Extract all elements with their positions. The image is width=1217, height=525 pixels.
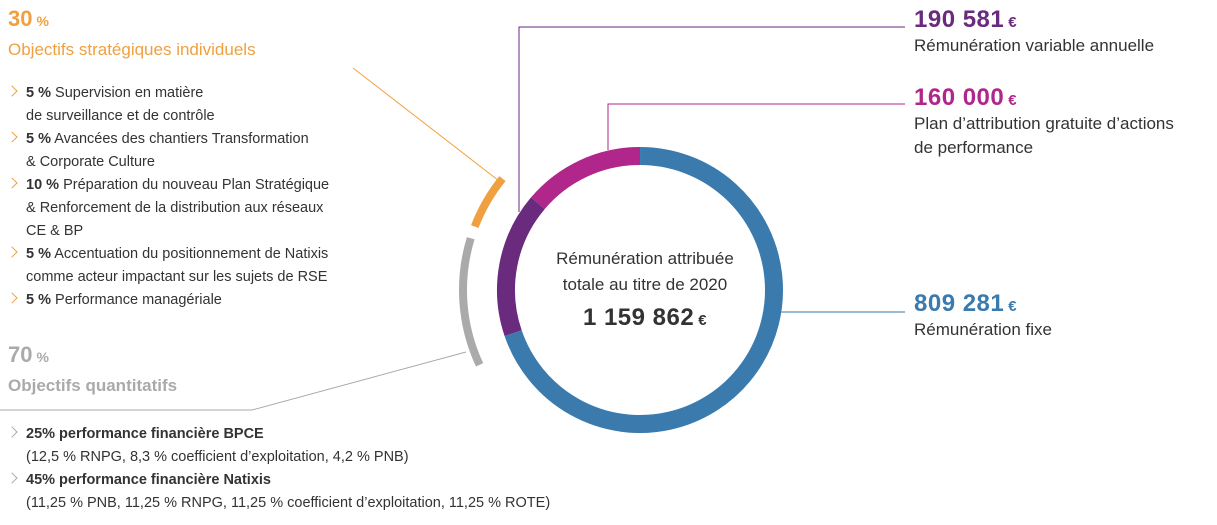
item-line: 5 % Avancées des chantiers Transformatio…: [8, 128, 309, 151]
center-label: Rémunération attribuée totale au titre d…: [535, 246, 755, 332]
donut-segment: [504, 147, 783, 433]
amount: 190 581 €: [914, 6, 1194, 34]
legend-entry: 160 000 € Plan d’attribution gratuite d’ac…: [914, 84, 1194, 160]
connector: [518, 26, 905, 212]
item-text: comme acteur impactant sur les sujets de…: [26, 269, 328, 285]
item-text: Avancées des chantiers Transformation: [54, 131, 309, 147]
item-text: de surveillance et de contrôle: [26, 108, 215, 124]
legend-label: Rémunération fixe: [914, 320, 1052, 339]
item-bold: 5 %: [26, 85, 51, 101]
currency: €: [1008, 92, 1018, 109]
objective-arc: [459, 237, 484, 367]
item-text: (12,5 % RNPG, 8,3 % coefficient d’exploi…: [26, 449, 409, 465]
objective-item: 5 % Supervision en matière de surveillanc…: [6, 82, 215, 128]
item-bold: 5 %: [26, 292, 51, 308]
objective-item: 5 % Accentuation du positionnement de Na…: [6, 243, 328, 289]
connector: [0, 351, 467, 411]
legend-label: Rémunération variable annuelle: [914, 36, 1155, 55]
total-value: 1 159 862: [582, 304, 695, 331]
objective-arc: [471, 176, 506, 229]
currency: €: [1008, 298, 1018, 315]
legend-entry: 809 281 € Rémunération fixe: [914, 290, 1194, 342]
objective-title: Objectifs quantitatifs: [8, 376, 178, 395]
connector: [352, 67, 504, 185]
item-text: Performance managériale: [55, 292, 222, 308]
donut-segment: [531, 147, 641, 210]
value-label: 190 581: [914, 6, 1005, 33]
item-bold: 5 %: [26, 246, 51, 262]
percent-value: 30: [8, 6, 33, 31]
amount: 809 281 €: [914, 290, 1194, 318]
connector: [607, 103, 905, 150]
objective-percent: 30%: [8, 6, 49, 32]
item-line: 10 % Préparation du nouveau Plan Stratég…: [8, 174, 329, 197]
donut-segment: [497, 197, 545, 337]
objective-percent: 70%: [8, 342, 49, 368]
item-text: & Corporate Culture: [26, 154, 155, 170]
objective-item: 5 % Avancées des chantiers Transformatio…: [6, 128, 309, 174]
item-text: & Renforcement de la distribution aux ré…: [26, 200, 324, 216]
percent-unit: %: [36, 349, 49, 365]
center-text: Rémunération attribuée totale au titre d…: [556, 249, 734, 294]
currency: €: [1008, 14, 1018, 31]
item-bold: 10 %: [26, 177, 60, 193]
item-bold: 5 %: [26, 131, 51, 147]
objective-item: 10 % Préparation du nouveau Plan Stratég…: [6, 174, 329, 243]
amount: 160 000 €: [914, 84, 1194, 112]
item-text: CE & BP: [26, 223, 84, 239]
legend-label: Plan d’attribution gratuite d’actions de…: [914, 114, 1174, 157]
item-line: 5 % Supervision en matière: [8, 82, 215, 105]
objective-title: Objectifs stratégiques individuels: [8, 40, 256, 59]
total: 1 159 862 €: [535, 304, 755, 332]
item-bold: 25% performance financière BPCE: [26, 426, 264, 442]
item-text: Préparation du nouveau Plan Stratégique: [63, 177, 330, 193]
item-text: Accentuation du positionnement de Natixi…: [54, 246, 329, 262]
item-bold: 45% performance financière Natixis: [26, 472, 271, 488]
item-text: Supervision en matière: [55, 85, 204, 101]
currency: €: [698, 312, 708, 329]
objective-item: 5 % Performance managériale: [6, 289, 222, 312]
item-text: (11,25 % PNB, 11,25 % RNPG, 11,25 % coef…: [26, 495, 551, 511]
objective-item: 45% performance financière Natixis (11,25…: [6, 469, 551, 515]
objective-item: 25% performance financière BPCE (12,5 % R…: [6, 423, 409, 469]
item-line: 5 % Accentuation du positionnement de Na…: [8, 243, 328, 266]
legend-entry: 190 581 € Rémunération variable annuelle: [914, 6, 1194, 58]
item-line: 45% performance financière Natixis: [8, 469, 550, 492]
percent-unit: %: [36, 13, 49, 29]
value-label: 809 281: [914, 290, 1005, 317]
item-line: 5 % Performance managériale: [8, 289, 222, 312]
item-line: 25% performance financière BPCE: [8, 423, 409, 446]
percent-value: 70: [8, 342, 33, 367]
value-label: 160 000: [914, 84, 1005, 111]
